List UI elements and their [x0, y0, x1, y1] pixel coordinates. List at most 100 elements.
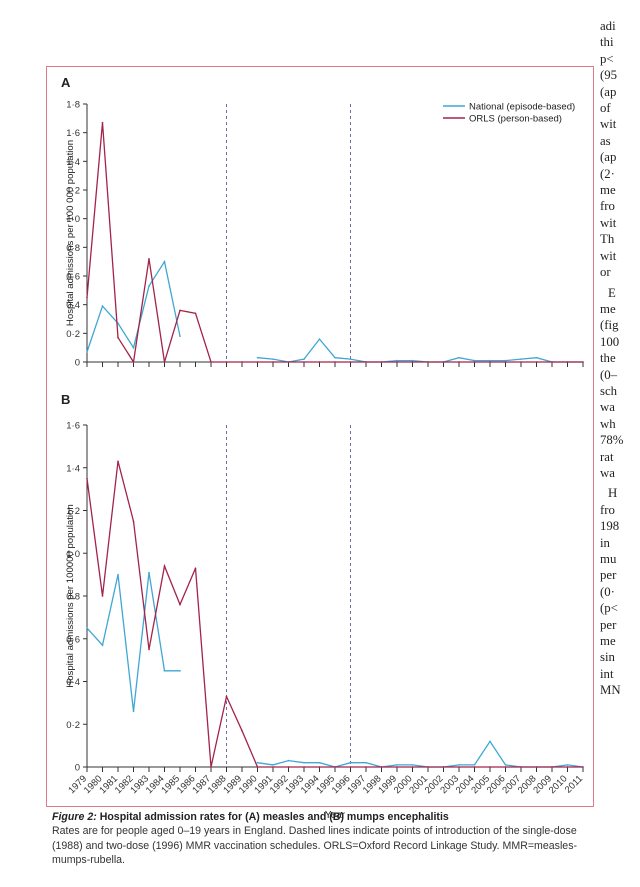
side-text-line: adi — [600, 19, 616, 33]
side-text-line: wit — [600, 117, 617, 132]
data-point — [582, 766, 584, 768]
data-point — [504, 764, 507, 766]
data-point — [396, 766, 398, 768]
data-point — [334, 356, 336, 359]
data-point — [117, 460, 119, 463]
y-tick-label: 1·6 — [66, 128, 80, 139]
data-point — [101, 644, 104, 646]
side-text-line: fro — [600, 199, 615, 214]
y-axis-label: Hospital admissions per 100 000 populati… — [65, 140, 76, 326]
data-point — [349, 361, 352, 363]
data-point — [520, 766, 522, 768]
data-point — [194, 567, 197, 570]
y-tick-label: 0·8 — [66, 243, 80, 254]
x-axis-label: Year — [325, 810, 346, 821]
x-tick-label: 2011 — [563, 773, 585, 795]
series-national-line — [257, 740, 584, 768]
side-text-line: Th — [600, 232, 615, 247]
data-point — [86, 627, 88, 629]
data-point — [535, 766, 538, 768]
data-point — [132, 361, 135, 363]
data-point — [148, 571, 150, 574]
side-text-line: wit — [600, 248, 617, 263]
side-text-line: as — [600, 133, 611, 148]
data-point — [442, 361, 445, 363]
data-point — [318, 361, 321, 363]
data-point — [318, 761, 321, 764]
data-point — [179, 309, 181, 312]
y-tick-label: 1·0 — [66, 214, 80, 225]
legend-label: ORLS (person-based) — [469, 114, 562, 125]
data-point — [566, 766, 569, 768]
side-text-line: fro — [600, 502, 615, 517]
data-point — [101, 305, 104, 307]
data-point — [303, 766, 305, 768]
data-point — [148, 648, 150, 651]
side-text-line: (ap — [600, 150, 617, 165]
data-point — [442, 766, 445, 768]
data-point — [272, 764, 274, 766]
side-text-line: 198 — [600, 519, 620, 534]
data-point — [303, 761, 305, 764]
y-tick-label: 1·4 — [66, 157, 80, 168]
data-point — [489, 766, 491, 768]
data-point — [473, 764, 476, 766]
data-point — [504, 361, 507, 363]
side-text-line: p< — [600, 51, 614, 66]
data-point — [303, 361, 305, 363]
data-point — [163, 361, 166, 363]
data-point — [163, 260, 166, 263]
data-point — [473, 359, 476, 362]
data-point — [396, 764, 398, 766]
y-tick-label: 0 — [75, 358, 80, 369]
side-text-line: in — [600, 535, 610, 550]
data-point — [117, 336, 119, 339]
side-text-line: mu — [600, 552, 617, 566]
data-point — [349, 766, 352, 768]
data-point — [287, 759, 290, 762]
data-point — [566, 764, 569, 766]
data-point — [256, 766, 259, 768]
side-text-line: (p< — [600, 601, 618, 616]
y-tick-label: 0·2 — [66, 720, 80, 731]
data-point — [86, 351, 88, 353]
data-point — [411, 766, 414, 768]
side-text-line: (ap — [600, 84, 617, 99]
data-point — [334, 766, 336, 768]
side-text-line: 78% — [600, 433, 624, 448]
data-point — [303, 358, 305, 360]
data-point — [179, 335, 181, 338]
data-point — [179, 603, 181, 606]
data-point — [380, 361, 383, 363]
data-point — [489, 740, 491, 743]
figure-caption: Figure 2: Hospital admission rates for (… — [52, 810, 592, 868]
side-text-line: wa — [600, 400, 615, 415]
side-text-line: of — [600, 101, 611, 116]
side-text-line: wit — [600, 215, 617, 230]
data-point — [148, 285, 150, 287]
side-text-line: or — [600, 265, 611, 280]
y-tick-label: 0·4 — [66, 300, 80, 311]
panel-letter: B — [61, 392, 70, 407]
caption-figure-label: Figure 2: — [52, 811, 97, 823]
data-point — [86, 477, 88, 480]
data-point — [272, 766, 274, 768]
data-point — [272, 361, 274, 363]
data-point — [101, 121, 104, 124]
data-point — [256, 361, 259, 363]
series-orls-line — [86, 122, 583, 364]
data-point — [287, 766, 290, 768]
y-tick-label: 1·2 — [66, 186, 80, 197]
side-text-line: H — [608, 486, 618, 501]
side-text-line: per — [600, 568, 617, 583]
y-tick-label: 1·4 — [66, 463, 80, 474]
data-point — [411, 361, 414, 363]
y-tick-label: 0 — [75, 763, 80, 774]
series-national-line — [86, 260, 181, 353]
figure-frame — [46, 66, 594, 807]
side-text-line: me — [600, 634, 616, 649]
series-national-line — [86, 572, 180, 712]
data-point — [473, 361, 476, 363]
y-tick-label: 0·2 — [66, 329, 80, 340]
